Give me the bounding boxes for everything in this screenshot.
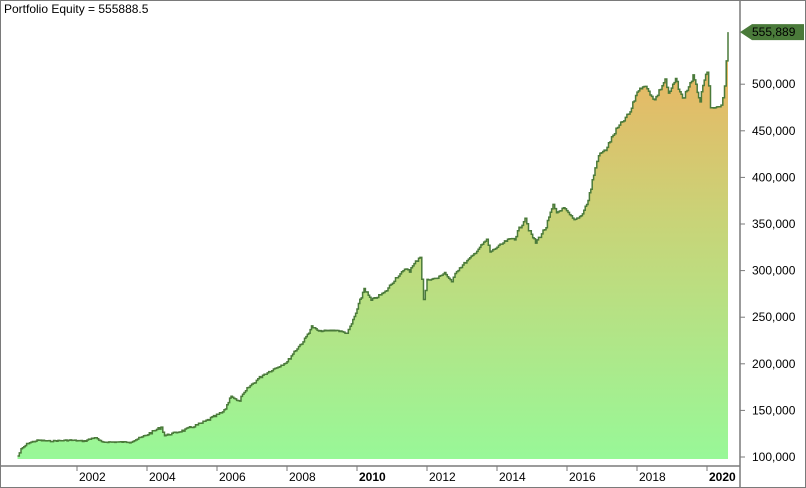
y-tick-label: 500,000: [752, 77, 796, 91]
x-tick-label: 2016: [569, 470, 596, 484]
x-tick-label: 2018: [639, 470, 666, 484]
y-tick-label: 100,000: [752, 450, 796, 464]
chart-title: Portfolio Equity = 555888.5: [4, 2, 149, 16]
y-tick-label: 350,000: [752, 217, 796, 231]
y-tick-label: 200,000: [752, 357, 796, 371]
plot-area: [17, 32, 729, 459]
x-tick-label: 2008: [289, 470, 316, 484]
y-tick-label: 400,000: [752, 170, 796, 184]
last-value-marker: [740, 24, 804, 41]
x-tick-label: 2002: [79, 470, 106, 484]
x-tick-label: 2004: [149, 470, 176, 484]
y-tick-label: 150,000: [752, 403, 796, 417]
last-value-label: 555,889: [752, 25, 796, 39]
equity-area-fill: [17, 32, 728, 459]
x-tick-label: 2006: [219, 470, 246, 484]
x-tick-label: 2014: [499, 470, 526, 484]
y-tick-label: 300,000: [752, 264, 796, 278]
equity-line: [17, 32, 729, 457]
y-tick-label: 250,000: [752, 310, 796, 324]
x-tick-label: 2012: [429, 470, 456, 484]
x-tick-label: 2010: [359, 470, 386, 484]
x-tick-label: 2020: [709, 470, 736, 484]
y-tick-label: 450,000: [752, 124, 796, 138]
